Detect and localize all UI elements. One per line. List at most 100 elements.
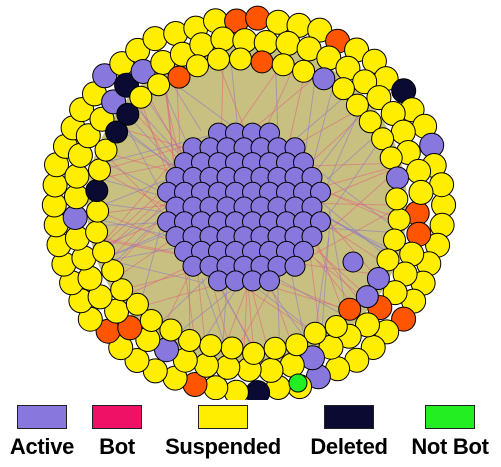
active-node <box>284 255 306 277</box>
edge-line <box>96 179 168 208</box>
edge-line <box>111 215 166 271</box>
suspended-node <box>229 47 252 71</box>
active-node <box>355 285 379 309</box>
suspended-node <box>271 53 295 77</box>
network-graph <box>41 5 457 400</box>
active-node <box>312 67 336 91</box>
suspended-node <box>361 48 387 74</box>
suspended-node <box>125 292 149 316</box>
edge-line <box>312 82 335 165</box>
orange-node <box>338 297 362 321</box>
suspended-node <box>331 77 355 101</box>
suspended-node <box>186 54 209 78</box>
suspended-node <box>406 158 432 184</box>
edge-line <box>107 193 175 262</box>
edge-line <box>302 208 398 262</box>
legend-label-deleted: Deleted <box>310 434 388 459</box>
active-node <box>259 270 280 292</box>
deleted-node <box>116 102 140 126</box>
suspended-node <box>129 85 153 109</box>
suspended-node <box>258 357 284 383</box>
outer-ring-nodes <box>41 5 457 400</box>
orange-node <box>245 5 271 31</box>
edge-line <box>304 71 317 157</box>
edge-line <box>323 190 397 224</box>
active-node <box>386 166 409 190</box>
edge-line <box>107 246 184 262</box>
suspended-node <box>139 309 163 332</box>
active-node <box>342 251 364 273</box>
suspended-node <box>215 354 241 380</box>
notbot-node <box>288 373 308 393</box>
legend-label-notbot: Not Bot <box>411 434 489 459</box>
suspended-node <box>382 280 408 306</box>
suspended-node <box>324 315 348 338</box>
suspended-node <box>345 93 369 117</box>
suspended-node <box>371 127 395 151</box>
suspended-node <box>366 85 392 111</box>
edge-line <box>215 58 249 138</box>
suspended-node <box>307 17 333 43</box>
suspended-node <box>358 110 382 134</box>
legend-swatch-suspended <box>198 405 248 429</box>
active-cluster <box>157 122 331 292</box>
edge-line <box>328 138 382 215</box>
edge-line <box>287 93 349 147</box>
legend-swatch-deleted <box>324 405 374 429</box>
suspended-node <box>159 318 183 342</box>
edge-line <box>146 93 181 153</box>
suspended-node <box>178 329 202 352</box>
edge-line <box>115 237 175 279</box>
legend-swatch-active <box>17 405 67 429</box>
edge-line <box>308 162 392 167</box>
edge-line <box>100 237 180 254</box>
suspended-node <box>101 259 125 283</box>
legend: Active Bot Suspended Deleted Not Bot <box>0 405 501 467</box>
edge-line <box>321 173 396 229</box>
suspended-node <box>64 163 90 189</box>
suspended-node <box>279 352 305 378</box>
suspended-node <box>303 321 327 345</box>
legend-label-suspended: Suspended <box>165 434 281 459</box>
suspended-node <box>142 26 168 52</box>
legend-label-active: Active <box>9 434 75 459</box>
edge-line <box>321 226 330 336</box>
suspended-node <box>193 352 219 378</box>
orange-node <box>167 65 191 89</box>
suspended-node <box>379 146 403 170</box>
suspended-node <box>383 228 406 252</box>
legend-item-deleted: Deleted <box>298 405 400 460</box>
edge-line <box>326 132 379 180</box>
legend-item-suspended: Suspended <box>150 405 296 460</box>
edge-line <box>100 170 178 215</box>
suspended-node <box>275 30 301 56</box>
suspended-node <box>387 208 411 232</box>
deleted-node <box>85 179 109 203</box>
active-node <box>92 63 118 89</box>
edge-line <box>109 218 160 268</box>
suspended-node <box>352 69 378 95</box>
deleted-node <box>245 380 271 400</box>
edge-line <box>165 78 175 171</box>
suspended-node <box>199 334 223 358</box>
suspended-node <box>94 138 118 162</box>
orange-node <box>117 315 143 341</box>
edge-line <box>324 227 395 234</box>
suspended-node <box>110 278 134 302</box>
legend-swatch-notbot <box>425 405 475 429</box>
suspended-node <box>147 73 171 97</box>
suspended-node <box>207 47 230 71</box>
suspended-node <box>85 220 109 244</box>
suspended-node <box>86 199 110 223</box>
suspended-node <box>385 187 409 211</box>
edge-line <box>303 249 365 299</box>
suspended-node <box>242 341 266 365</box>
suspended-node <box>210 26 236 52</box>
suspended-node <box>88 158 111 182</box>
suspended-node <box>285 333 309 357</box>
edge-line <box>101 164 171 245</box>
legend-swatch-bot <box>92 405 142 429</box>
edge-line <box>316 249 367 296</box>
edge-line <box>103 199 178 251</box>
suspended-node <box>292 59 316 83</box>
